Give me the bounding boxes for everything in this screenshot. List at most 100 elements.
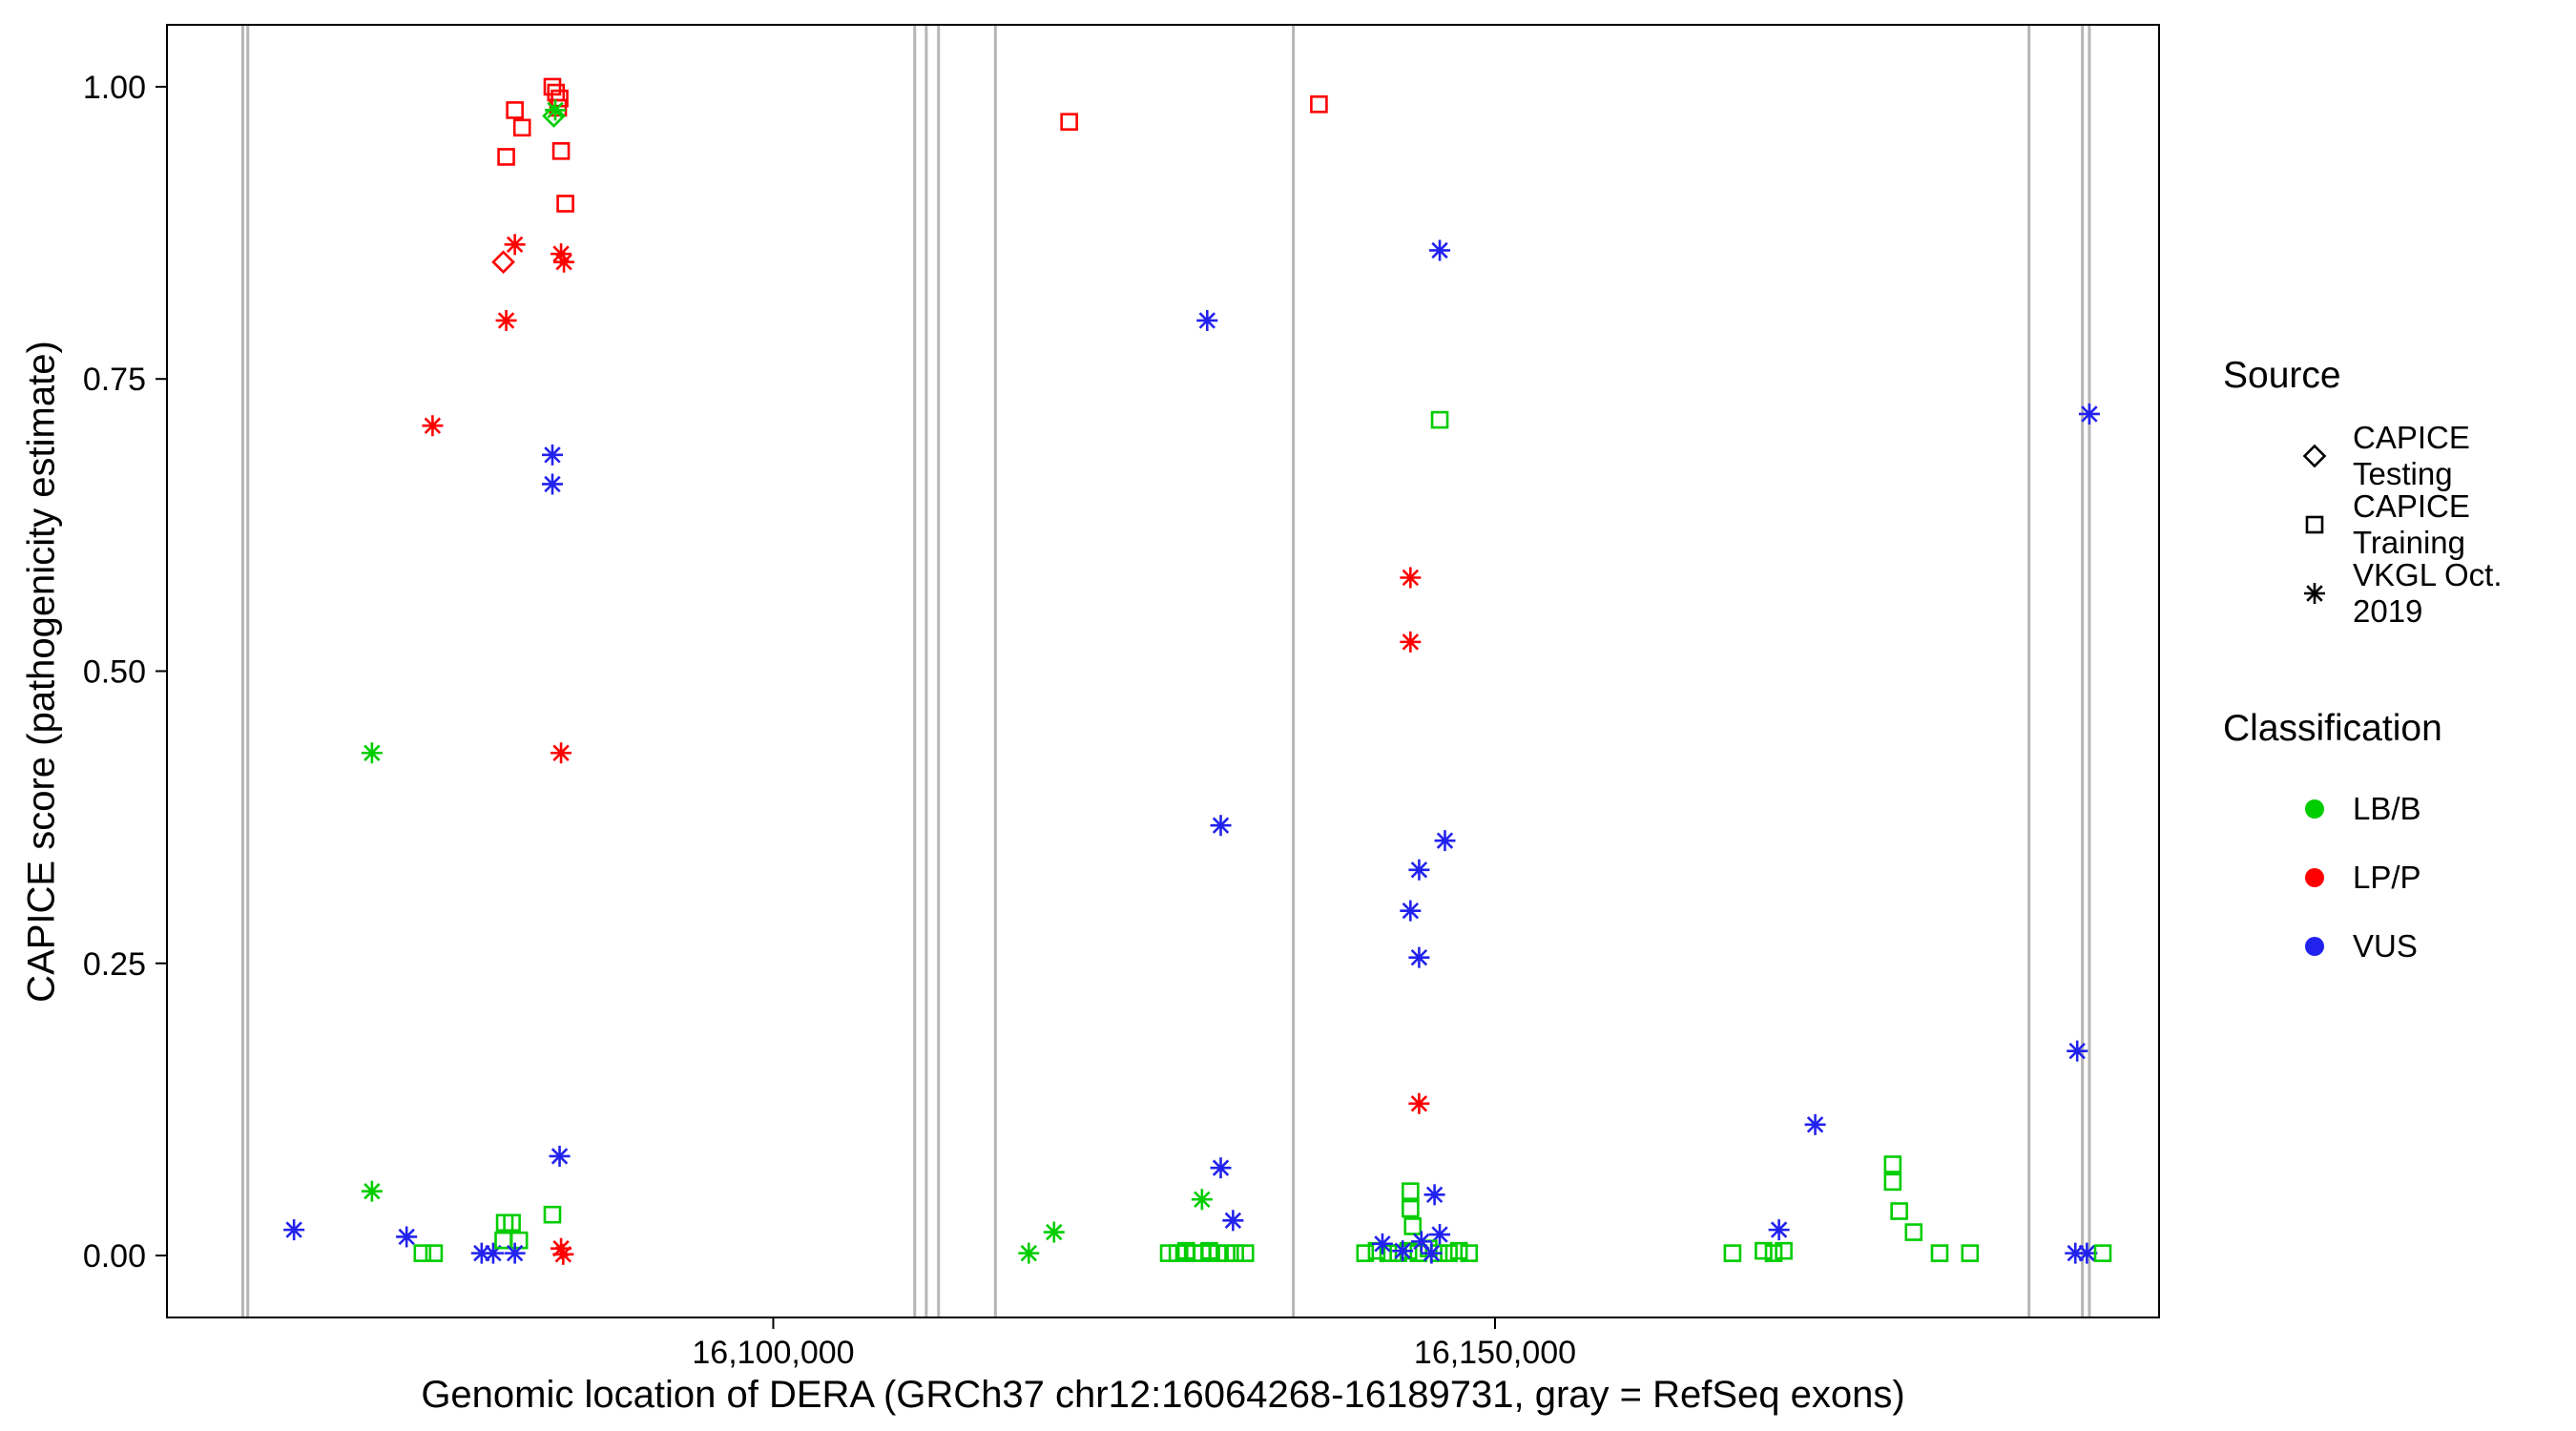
data-point <box>1890 1202 1908 1220</box>
data-point <box>1379 1244 1398 1262</box>
data-point <box>503 1213 521 1233</box>
data-point <box>361 1180 383 1202</box>
y-tick-label: 0.25 <box>83 946 146 983</box>
data-point <box>1408 1092 1430 1114</box>
legend-item-vus: VUS <box>2223 912 2576 981</box>
data-point <box>551 742 572 764</box>
data-point <box>549 1145 571 1167</box>
data-point <box>1226 1244 1244 1262</box>
y-tick-label: 0.75 <box>83 362 146 398</box>
legend-item-vkgl-oct-2019: VKGL Oct. 2019 <box>2223 557 2576 629</box>
asterisk-icon <box>2304 583 2325 604</box>
legend-item-label: VKGL Oct. 2019 <box>2353 557 2503 629</box>
data-point <box>556 195 574 213</box>
legend-item-capice-testing: CAPICE Testing <box>2223 420 2576 491</box>
data-point <box>1904 1223 1923 1241</box>
data-point <box>506 101 524 119</box>
data-point <box>1403 1217 1423 1235</box>
data-point <box>425 1244 444 1262</box>
data-point <box>1775 1241 1793 1260</box>
diamond-icon <box>2302 444 2327 468</box>
legend-item-capice-training: CAPICE Training <box>2223 488 2576 560</box>
x-axis-title: Genomic location of DERA (GRCh37 chr12:1… <box>421 1374 1905 1416</box>
data-point <box>512 118 531 137</box>
legend-item-lp-p: LP/P <box>2223 843 2576 912</box>
x-tick-label: 16,100,000 <box>692 1335 854 1371</box>
data-point <box>545 99 567 121</box>
dot-icon <box>2305 937 2324 956</box>
data-point <box>1430 410 1449 429</box>
data-point <box>1768 1219 1790 1241</box>
data-point <box>2076 1242 2098 1264</box>
data-point <box>504 234 526 256</box>
data-point <box>497 148 515 166</box>
data-point <box>1408 946 1430 968</box>
data-point <box>1402 1182 1420 1200</box>
legend: Source CAPICE Testing CAPICE Training VKGL… <box>2223 355 2576 981</box>
data-point <box>1392 1240 1414 1262</box>
data-point <box>1421 1242 1443 1264</box>
data-point <box>495 309 517 331</box>
plot-panel <box>167 25 2159 1317</box>
data-point <box>1018 1242 1040 1264</box>
data-point <box>422 415 444 437</box>
data-point <box>1434 830 1456 852</box>
data-point <box>1429 239 1451 261</box>
data-point <box>1210 1157 1232 1179</box>
data-point <box>1930 1244 1949 1262</box>
data-point <box>1755 1241 1773 1260</box>
data-point <box>551 142 571 160</box>
data-point <box>541 473 563 495</box>
data-point <box>1961 1244 1980 1262</box>
legend-source-items: CAPICE Testing CAPICE Training VKGL Oct. 2… <box>2223 420 2576 629</box>
data-point <box>1236 1244 1255 1262</box>
data-point <box>1196 309 1218 331</box>
legend-item-label: VUS <box>2353 928 2418 964</box>
data-point <box>1222 1210 1244 1232</box>
dot-icon <box>2305 868 2324 887</box>
data-point <box>2078 403 2100 425</box>
legend-item-label: LP/P <box>2353 860 2421 895</box>
data-point <box>1429 1224 1451 1246</box>
data-point <box>1356 1244 1375 1262</box>
legend-classification-title: Classification <box>2223 708 2442 749</box>
data-point <box>1423 1184 1445 1206</box>
data-point <box>1804 1113 1826 1135</box>
data-point <box>1400 567 1422 589</box>
data-point <box>542 104 566 128</box>
data-point <box>2093 1244 2112 1262</box>
data-point <box>1883 1155 1902 1173</box>
dot-icon <box>2305 799 2324 819</box>
data-point <box>541 444 563 466</box>
data-point <box>1460 1244 1479 1262</box>
legend-source-title: Source <box>2223 355 2341 396</box>
data-point <box>1310 95 1328 114</box>
data-point <box>1449 1241 1468 1260</box>
data-point <box>543 1205 562 1224</box>
x-tick-label: 16,150,000 <box>1414 1335 1576 1371</box>
y-tick-label: 0.50 <box>83 654 146 691</box>
data-point <box>1400 900 1422 922</box>
data-point <box>361 742 383 764</box>
data-point <box>283 1219 305 1241</box>
data-point <box>1371 1233 1393 1255</box>
data-point <box>1043 1221 1065 1243</box>
data-point <box>413 1244 432 1262</box>
data-point <box>2067 1040 2088 1062</box>
y-axis-title: CAPICE score (pathogenicity estimate) <box>20 341 63 1003</box>
legend-item-label: CAPICE Testing <box>2353 420 2470 491</box>
data-point <box>1400 631 1422 653</box>
data-point <box>553 251 575 273</box>
data-point <box>1764 1244 1783 1262</box>
y-tick-label: 0.00 <box>83 1238 146 1275</box>
data-point <box>1723 1244 1742 1262</box>
data-point <box>491 250 515 275</box>
legend-item-lb-b: LB/B <box>2223 775 2576 843</box>
data-point <box>1210 815 1232 837</box>
data-point <box>1883 1172 1902 1192</box>
data-point <box>396 1226 418 1248</box>
legend-item-label: LB/B <box>2353 791 2421 826</box>
data-point <box>1191 1189 1213 1211</box>
